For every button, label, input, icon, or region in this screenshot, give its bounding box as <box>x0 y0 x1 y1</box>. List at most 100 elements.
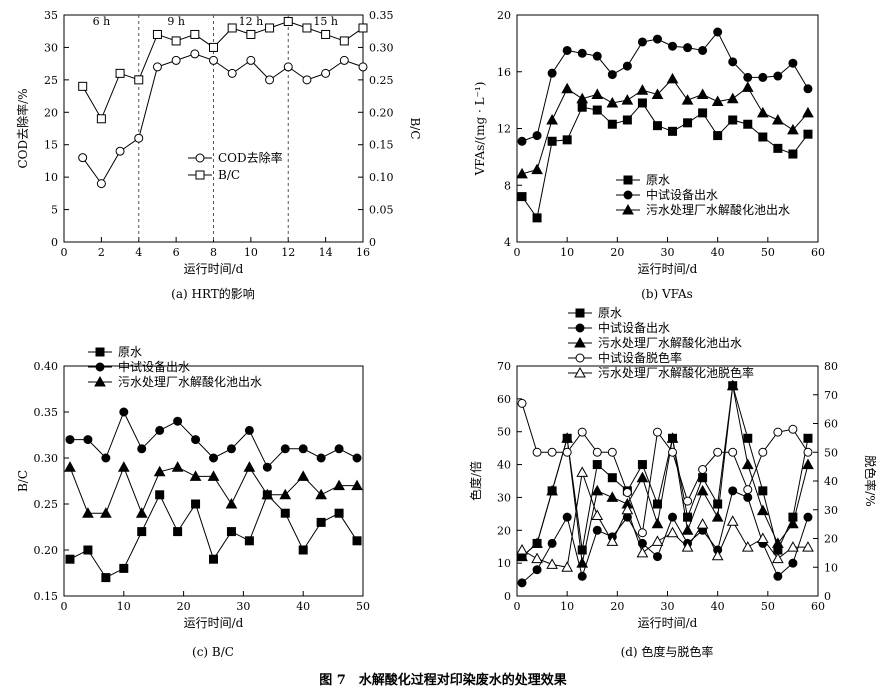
y-tick-label-d: 10 <box>497 557 511 570</box>
x-tick-label-d: 10 <box>560 600 574 613</box>
data-point <box>788 424 798 434</box>
data-point <box>803 512 813 522</box>
y-axis-label-b: VFAs/(mg · L⁻¹) <box>473 82 487 177</box>
data-point <box>83 545 93 555</box>
data-point <box>333 479 345 491</box>
data-point <box>546 558 558 569</box>
data-point <box>155 425 165 435</box>
y-axis-label-c: B/C <box>16 470 30 492</box>
data-point <box>698 108 708 118</box>
legend-marker <box>574 366 586 378</box>
data-point <box>207 470 220 481</box>
data-point <box>321 29 331 39</box>
data-point <box>339 36 349 46</box>
legend-a: COD去除率 B/C <box>188 150 283 182</box>
data-point <box>562 512 572 522</box>
data-point <box>531 163 543 175</box>
x-tick-label-b: 50 <box>761 246 775 259</box>
data-point <box>561 432 574 443</box>
figure-caption: 图 7 水解酸化过程对印染废水的处理效果 <box>319 672 567 688</box>
y2-tick-label-a: 0.35 <box>369 9 394 22</box>
series-d-3 <box>517 398 813 538</box>
series-d-1 <box>517 486 813 588</box>
data-point <box>637 460 647 470</box>
data-point <box>621 503 634 515</box>
series-c-0 <box>65 490 362 583</box>
data-point <box>532 565 542 575</box>
data-point <box>683 512 693 522</box>
data-point <box>741 81 754 92</box>
data-point <box>592 105 602 115</box>
data-point <box>756 106 769 118</box>
data-point <box>532 447 542 457</box>
data-point <box>637 98 647 108</box>
x-tick-label-a: 16 <box>356 246 370 259</box>
data-point <box>115 68 125 78</box>
series-line <box>521 385 809 557</box>
data-point <box>711 549 724 561</box>
data-point <box>758 486 768 496</box>
y2-tick-label-a: 0.05 <box>369 204 394 217</box>
data-point <box>758 447 768 457</box>
data-point <box>652 34 662 44</box>
data-point <box>191 499 201 509</box>
data-point <box>743 492 753 502</box>
data-point <box>134 75 144 85</box>
x-tick-label-d: 30 <box>661 600 675 613</box>
legend-label: 污水处理厂水解酸化池出水 <box>646 202 790 217</box>
data-point <box>298 444 308 454</box>
phase-label: 15 h <box>313 15 338 28</box>
data-point <box>758 132 768 142</box>
panel-caption-a: (a) HRT的影响 <box>171 286 255 301</box>
data-point <box>576 466 589 477</box>
data-point <box>577 427 587 437</box>
legend-label: 原水 <box>598 306 622 320</box>
data-point <box>134 133 144 143</box>
data-point <box>713 447 723 457</box>
data-point <box>773 571 783 581</box>
data-point <box>562 45 572 55</box>
data-point <box>280 508 290 518</box>
data-point <box>591 88 604 99</box>
data-point <box>517 578 527 588</box>
legend-marker <box>94 375 106 387</box>
data-point <box>577 571 587 581</box>
data-point <box>743 72 753 82</box>
x-axis-label-b: 运行时间/d <box>638 262 698 276</box>
data-point <box>155 490 165 500</box>
data-point <box>666 432 679 443</box>
x-tick-label-b: 10 <box>560 246 574 259</box>
x-tick-label-a: 0 <box>61 246 68 259</box>
data-point <box>666 526 679 538</box>
data-point <box>352 536 362 546</box>
legend-marker <box>623 175 633 185</box>
legend-label: 原水 <box>118 345 142 359</box>
data-point <box>681 541 694 552</box>
data-point <box>788 149 798 159</box>
data-point <box>713 27 723 37</box>
series-c-1 <box>65 407 362 472</box>
data-point <box>591 509 604 520</box>
data-point <box>115 146 125 156</box>
legend-marker <box>195 153 205 163</box>
data-point <box>696 518 709 529</box>
y-tick-label-d: 30 <box>497 491 511 504</box>
data-point <box>696 484 709 496</box>
data-point <box>743 433 753 443</box>
data-point <box>339 55 349 65</box>
y-tick-label-a: 15 <box>44 139 58 152</box>
data-point <box>652 552 662 562</box>
data-point <box>189 470 202 481</box>
y-tick-label-a: 0 <box>51 236 58 249</box>
panel-caption-b: (b) VFAs <box>641 287 693 301</box>
legend-label: 中试设备出水 <box>646 187 718 202</box>
data-point <box>562 447 572 457</box>
y2-axis-label-d: 脱色率/% <box>863 455 878 506</box>
data-point <box>265 75 275 85</box>
data-point <box>728 447 738 457</box>
y2-tick-label-a: 0.15 <box>369 139 394 152</box>
data-point <box>726 92 739 104</box>
y-tick-label-d: 70 <box>497 360 511 373</box>
data-point <box>713 131 723 141</box>
data-point <box>576 557 589 568</box>
